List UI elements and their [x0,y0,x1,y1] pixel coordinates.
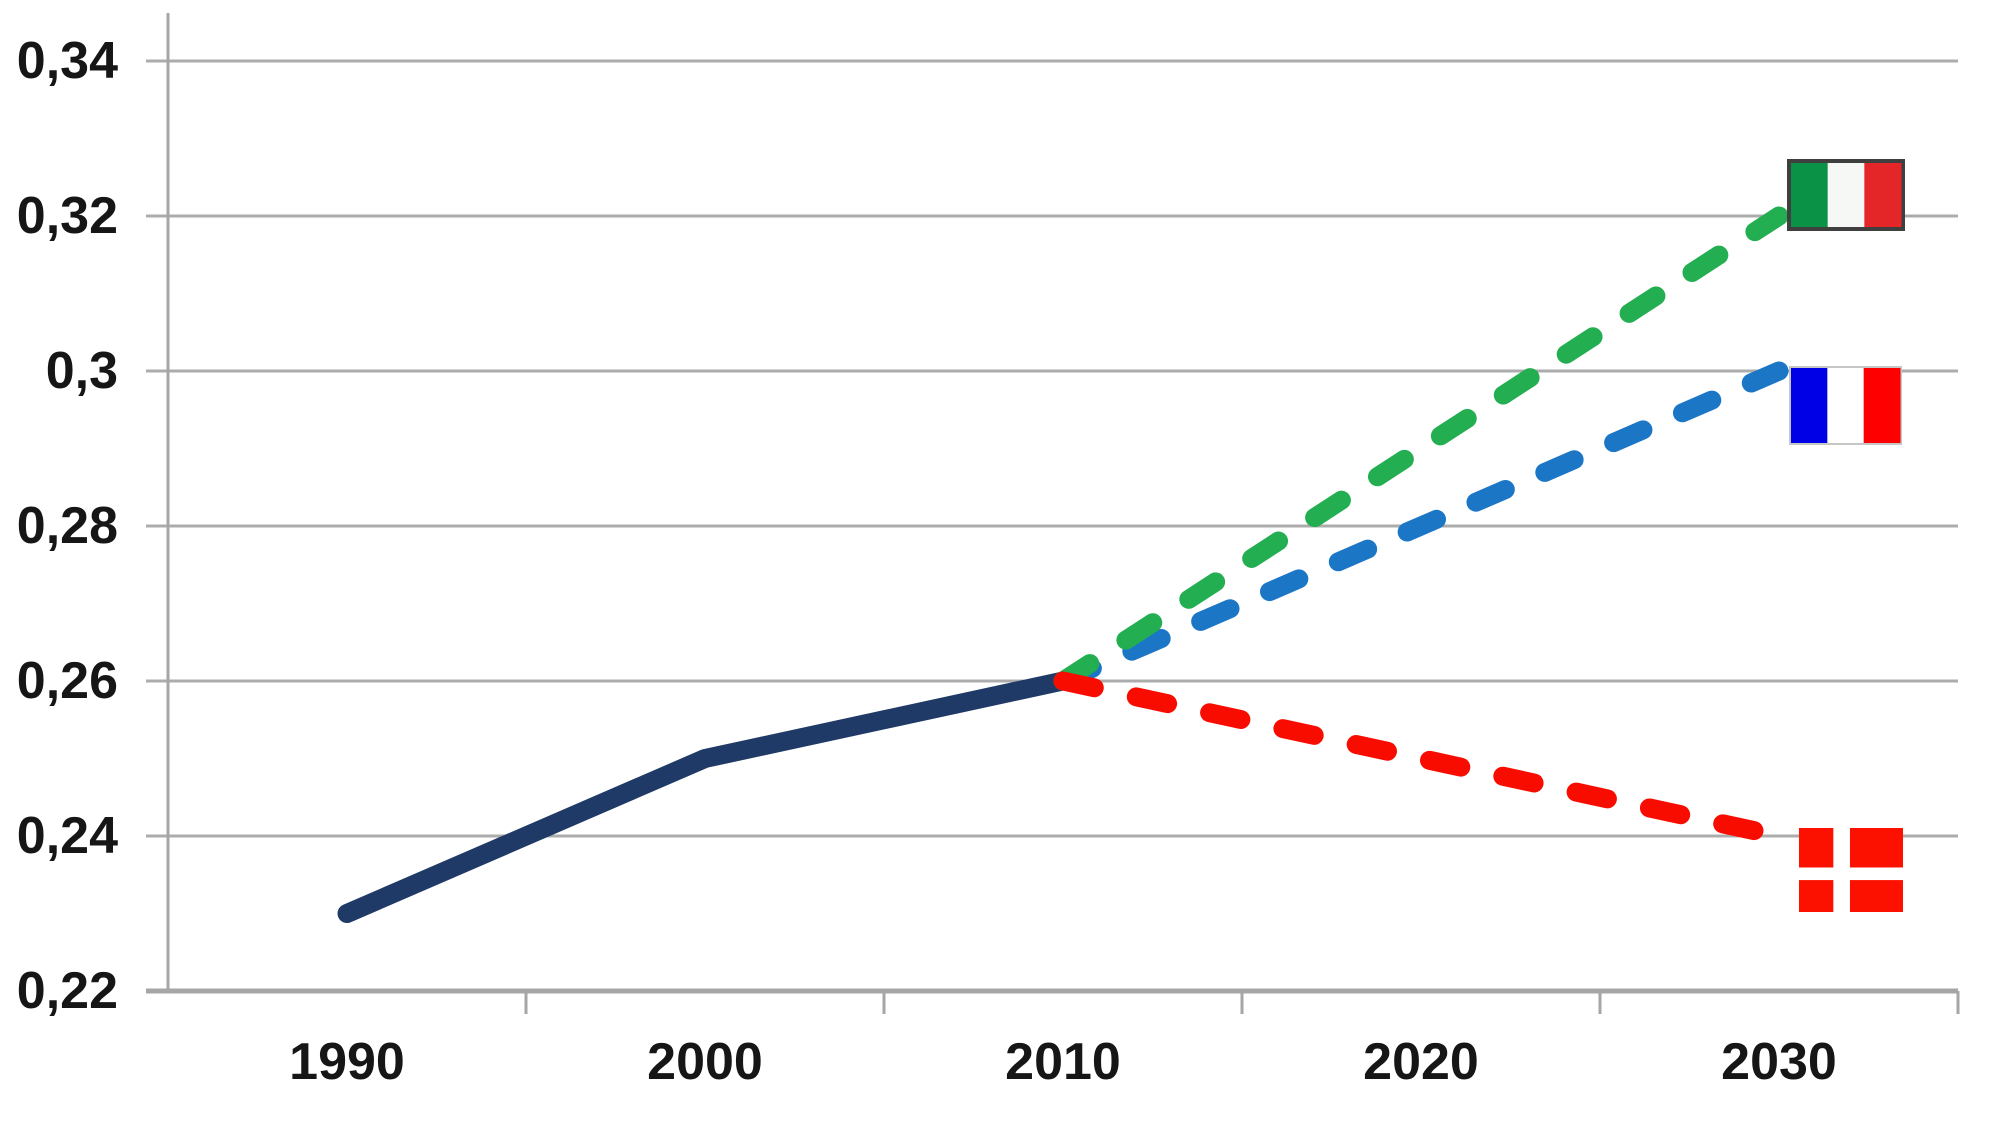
y-tick-label: 0,32 [16,187,118,245]
x-tick-label: 2020 [1363,1033,1479,1091]
y-tick-label: 0,22 [16,962,118,1020]
x-tick-label: 2010 [1005,1033,1121,1091]
denmark-flag-icon [1799,828,1903,912]
y-tick-label: 0,34 [16,32,118,90]
france-flag-icon [1789,366,1902,445]
italy-scenario-line [1053,206,1789,691]
x-tick-label: 2030 [1721,1033,1837,1091]
historical-line [337,671,1073,923]
x-tick-label: 2000 [647,1033,763,1091]
denmark-scenario-line [1053,671,1789,846]
x-tick-label: 1990 [289,1033,405,1091]
y-tick-label: 0,3 [45,342,118,400]
italy-flag-icon [1787,159,1905,231]
france-scenario-line [1053,361,1789,691]
y-tick-label: 0,24 [16,807,118,865]
y-tick-label: 0,28 [16,497,118,555]
y-tick-label: 0,26 [16,652,118,710]
